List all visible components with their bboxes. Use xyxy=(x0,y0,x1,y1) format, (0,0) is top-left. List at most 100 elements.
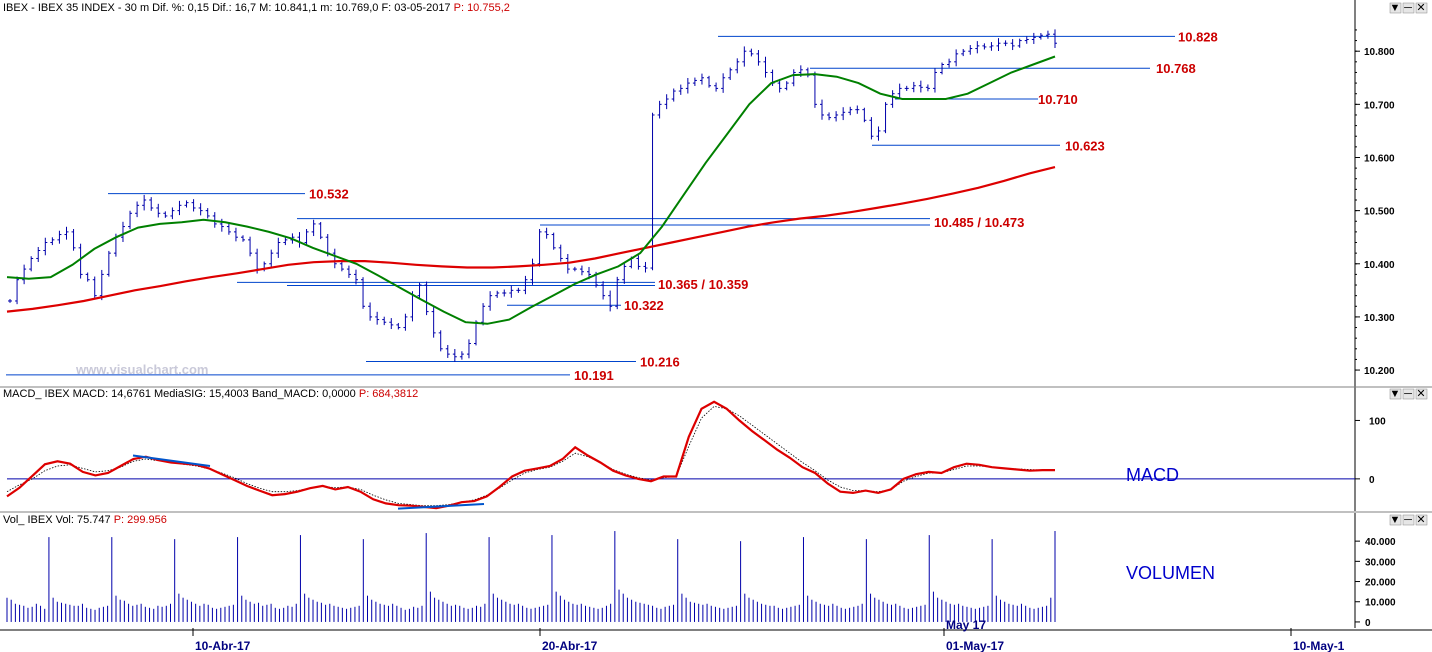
ohlc-bar xyxy=(657,100,662,119)
ohlc-bar xyxy=(685,77,690,94)
ohlc-bar xyxy=(940,62,945,75)
ohlc-bar xyxy=(509,285,514,298)
ohlc-bar xyxy=(502,289,507,297)
time-tick-label: 10-Abr-17 xyxy=(195,639,251,652)
divergence-line xyxy=(132,454,211,468)
ohlc-bar xyxy=(212,212,217,228)
ohlc-bar xyxy=(36,246,41,262)
volume-bars xyxy=(6,531,1056,622)
ohlc-bar xyxy=(226,223,231,235)
volume-ytick-label: 0 xyxy=(1365,618,1371,629)
level-label: 10.623 xyxy=(1065,138,1105,153)
ohlc-bar xyxy=(8,299,12,303)
level-label: 10.216 xyxy=(640,355,680,370)
level-label: 10.191 xyxy=(574,368,614,383)
ohlc-bar xyxy=(551,232,556,250)
ohlc-bar xyxy=(749,48,754,57)
price-header: IBEX - IBEX 35 INDEX - 30 m Dif. %: 0,15… xyxy=(3,2,510,14)
ohlc-bar xyxy=(417,282,422,298)
ohlc-bar xyxy=(721,73,726,93)
volume-header: Vol_ IBEX Vol: 75.747 P: 299.956 xyxy=(3,514,167,526)
ohlc-bar xyxy=(92,276,97,299)
price-ytick-label: 10.200 xyxy=(1364,366,1395,377)
window-button-icon: ▼ xyxy=(1390,514,1401,526)
macd-ytick-label: 0 xyxy=(1369,475,1375,486)
window-button[interactable] xyxy=(1415,388,1428,400)
ohlc-bar xyxy=(318,222,323,240)
price-header-part: P: 10.755,2 xyxy=(451,2,510,14)
ohlc-bar xyxy=(71,229,76,251)
level-label: 10.485 / 10.473 xyxy=(934,215,1024,230)
macd-window-controls: ▼ ─ ✕ xyxy=(1389,388,1428,400)
ohlc-bar xyxy=(544,227,549,239)
window-button[interactable] xyxy=(1402,514,1415,526)
ohlc-bar xyxy=(1045,30,1050,39)
ohlc-bar xyxy=(975,41,980,54)
ohlc-bar xyxy=(523,275,528,295)
window-button[interactable] xyxy=(1402,388,1415,400)
macd-label: MACD xyxy=(1126,465,1179,485)
ma-slow-line xyxy=(6,166,1056,313)
ohlc-bar xyxy=(346,265,351,278)
ohlc-bar xyxy=(495,290,500,298)
ohlc-bar xyxy=(897,83,902,99)
volume-label: VOLUMEN xyxy=(1126,563,1215,583)
ohlc-bar xyxy=(191,199,196,212)
level-label: 10.710 xyxy=(1038,92,1078,107)
ohlc-bar xyxy=(304,229,309,246)
ohlc-bar xyxy=(438,330,443,352)
macd-header-part: P: 684,3812 xyxy=(356,388,418,400)
ohlc-bar xyxy=(128,210,133,230)
ohlc-bar xyxy=(64,226,69,240)
ohlc-bar xyxy=(827,112,832,121)
ohlc-bar xyxy=(834,111,839,122)
window-button[interactable] xyxy=(1415,2,1428,14)
level-label: 10.532 xyxy=(309,187,349,202)
ohlc-bar xyxy=(707,75,712,88)
ohlc-bar xyxy=(332,248,337,269)
ohlc-bar xyxy=(205,208,210,219)
level-label: 10.365 / 10.359 xyxy=(658,277,748,292)
ohlc-bar xyxy=(142,194,147,211)
window-button[interactable] xyxy=(1389,514,1402,526)
ohlc-bar xyxy=(29,256,34,272)
ohlc-bar xyxy=(777,78,782,93)
window-button[interactable] xyxy=(1415,514,1428,526)
ohlc-bar xyxy=(135,201,140,218)
ohlc-bar xyxy=(572,266,577,272)
macd-header-part: MACD_ IBEX MACD: 14,6761 MediaSIG: 15,40… xyxy=(3,388,356,400)
ohlc-bar xyxy=(85,272,90,282)
ohlc-bar xyxy=(608,290,613,312)
ohlc-bar xyxy=(615,276,620,310)
ohlc-bar xyxy=(1010,39,1015,51)
ohlc-bar xyxy=(918,80,923,93)
window-button[interactable] xyxy=(1389,2,1402,14)
window-button[interactable] xyxy=(1402,2,1415,14)
price-ytick-label: 10.800 xyxy=(1364,47,1395,58)
ohlc-bar xyxy=(784,81,789,91)
ohlc-bar xyxy=(904,85,909,91)
ohlc-bar xyxy=(57,230,62,244)
ohlc-bar xyxy=(22,264,27,285)
ohlc-bar xyxy=(636,255,641,270)
ohlc-bar xyxy=(558,244,563,262)
ohlc-bar xyxy=(375,311,380,325)
ohlc-bar xyxy=(968,45,973,55)
time-tick-label: 10-May-1 xyxy=(1293,639,1345,652)
ohlc-bar xyxy=(163,211,168,218)
ohlc-bar xyxy=(728,67,733,81)
ohlc-bar xyxy=(1017,38,1022,48)
window-button-icon: ✕ xyxy=(1416,514,1425,526)
ohlc-bar xyxy=(925,84,930,92)
window-button[interactable] xyxy=(1389,388,1402,400)
time-sublabel: May 17 xyxy=(946,618,986,632)
ohlc-bar xyxy=(692,77,697,86)
ohlc-bar xyxy=(149,197,154,211)
ohlc-bar xyxy=(819,99,824,120)
ohlc-bar xyxy=(622,262,627,284)
price-ytick-label: 10.700 xyxy=(1364,100,1395,111)
ohlc-bar xyxy=(198,203,203,216)
macd-line xyxy=(6,400,1055,510)
